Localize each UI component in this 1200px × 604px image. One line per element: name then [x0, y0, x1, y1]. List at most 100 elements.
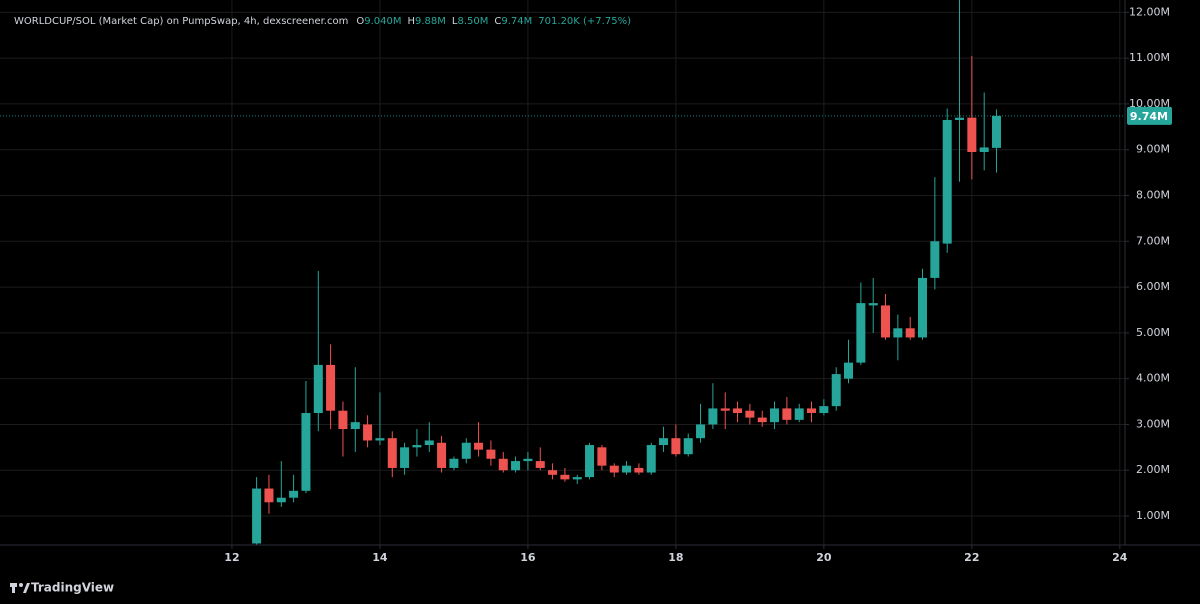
- candle-body: [794, 408, 804, 420]
- candle-body: [301, 412, 311, 491]
- candle-body: [486, 449, 496, 459]
- candle-body: [326, 364, 336, 411]
- candle-body: [474, 442, 484, 450]
- grid: [0, 0, 1125, 545]
- candle-body: [548, 470, 558, 475]
- y-tick-label: 11.00M: [1129, 51, 1170, 64]
- candle-body: [720, 408, 730, 411]
- candle-body: [585, 445, 595, 478]
- candle-body: [437, 442, 447, 468]
- candle-body: [646, 445, 656, 473]
- y-tick-label: 4.00M: [1136, 372, 1170, 385]
- candle-body: [954, 117, 964, 120]
- candle-body: [733, 408, 743, 413]
- candle-body: [289, 490, 299, 498]
- candle-body: [967, 117, 977, 153]
- candle-body: [424, 440, 434, 446]
- x-tick-label: 24: [1112, 551, 1128, 564]
- last-price-label: 9.74M: [1130, 110, 1168, 123]
- ohlc-value: 9.74M: [501, 16, 532, 27]
- candle-body: [696, 424, 706, 439]
- y-tick-label: 9.00M: [1136, 143, 1170, 156]
- candle-body: [363, 424, 373, 441]
- x-tick-label: 18: [668, 551, 683, 564]
- candle-body: [338, 410, 348, 430]
- candle-body: [979, 147, 989, 153]
- ohlc-key: H: [407, 16, 415, 27]
- candle-body: [930, 241, 940, 278]
- candle-body: [831, 374, 841, 407]
- candle-body: [634, 467, 644, 473]
- y-tick-label: 6.00M: [1136, 280, 1170, 293]
- candle-body: [609, 465, 619, 473]
- y-tick-label: 2.00M: [1136, 463, 1170, 476]
- x-tick-label: 22: [964, 551, 979, 564]
- candle-body: [523, 458, 533, 462]
- candle-body: [560, 474, 570, 480]
- candle-body: [252, 488, 262, 544]
- candle-body: [671, 438, 681, 455]
- candle-body: [893, 328, 903, 338]
- candle-body: [659, 438, 669, 446]
- chart-title: WORLDCUP/SOL (Market Cap) on PumpSwap, 4…: [14, 16, 348, 27]
- ohlc-key: C: [494, 16, 501, 27]
- candle-body: [844, 362, 854, 379]
- legend: WORLDCUP/SOL (Market Cap) on PumpSwap, 4…: [14, 16, 631, 27]
- candle-body: [412, 445, 422, 448]
- y-tick-label: 10.00M: [1129, 97, 1170, 110]
- watermark: TradingView: [31, 581, 114, 595]
- change: 701.20K (+7.75%): [538, 16, 631, 27]
- ohlc-header: O9.040M H9.88M L8.50M C9.74M: [356, 16, 532, 27]
- candle-body: [745, 410, 755, 418]
- candle-body: [917, 277, 927, 338]
- candle-body: [375, 438, 385, 441]
- candle-body: [572, 477, 582, 480]
- candle-body: [770, 408, 780, 423]
- candle-body: [942, 119, 952, 244]
- y-tick-label: 5.00M: [1136, 326, 1170, 339]
- y-tick-label: 8.00M: [1136, 189, 1170, 202]
- candle-body: [782, 408, 792, 420]
- y-tick-label: 7.00M: [1136, 234, 1170, 247]
- candle-body: [597, 447, 607, 466]
- candle-body: [683, 438, 693, 455]
- candle-body: [991, 115, 1001, 148]
- candle-body: [819, 406, 829, 413]
- candle-body: [400, 447, 410, 468]
- ohlc-value: 9.040M: [364, 16, 401, 27]
- candle-body: [868, 303, 878, 306]
- ohlc-value: 9.88M: [415, 16, 446, 27]
- candle-body: [905, 328, 915, 338]
- x-tick-label: 20: [816, 551, 832, 564]
- candle-body: [350, 422, 360, 430]
- x-tick-label: 14: [372, 551, 388, 564]
- ohlc-key: O: [356, 16, 364, 27]
- x-tick-label: 12: [224, 551, 239, 564]
- candle-body: [387, 438, 397, 468]
- candle-body: [461, 442, 471, 459]
- candle-body: [449, 458, 459, 468]
- last-price-tag: [1127, 106, 1172, 125]
- y-tick-label: 3.00M: [1136, 417, 1170, 430]
- ohlc-key: L: [452, 16, 458, 27]
- candles: [252, 0, 1001, 545]
- candle-body: [757, 417, 767, 423]
- watermark-logo: [10, 583, 30, 593]
- candle-body: [511, 461, 521, 471]
- y-tick-label: 12.00M: [1129, 5, 1170, 18]
- candle-body: [856, 303, 866, 363]
- y-tick-label: 1.00M: [1136, 509, 1170, 522]
- candle-body: [880, 305, 890, 338]
- candle-body: [264, 488, 274, 503]
- candle-body: [498, 458, 508, 471]
- candle-body: [313, 364, 323, 413]
- ohlc-value: 8.50M: [458, 16, 489, 27]
- candle-body: [807, 408, 817, 413]
- candle-body: [276, 497, 286, 503]
- candle-body: [535, 461, 545, 468]
- candle-body: [708, 408, 718, 425]
- x-tick-label: 16: [520, 551, 536, 564]
- candle-body: [622, 465, 632, 473]
